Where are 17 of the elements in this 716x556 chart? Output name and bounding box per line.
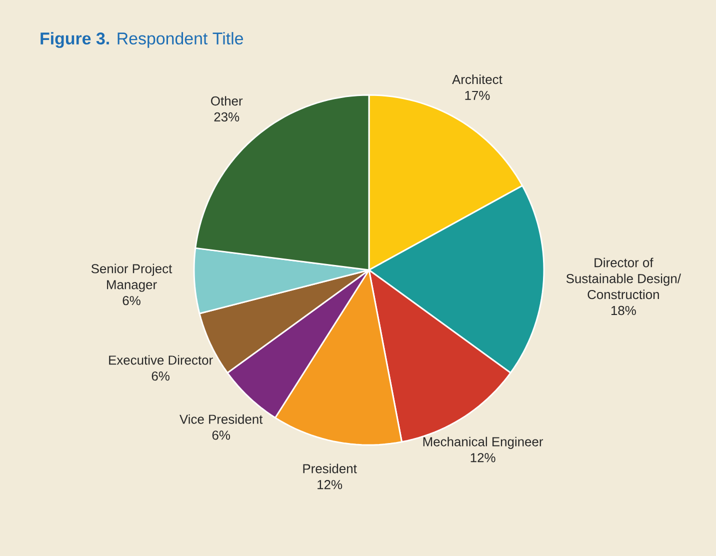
chart-title: Figure 3. Respondent Title (40, 32, 244, 48)
data-label: 12% (318, 480, 342, 490)
slice-label: Other (211, 96, 243, 106)
slice-label: Executive Director (109, 355, 213, 365)
slice-label: Director of Sustainable Design/ Construction (566, 258, 681, 300)
slice-label: President (303, 464, 357, 474)
slice-label: Mechanical Engineer (423, 436, 544, 449)
slice-label: Vice President (180, 414, 263, 424)
slice-label: Architect (452, 74, 502, 84)
data-label: 6% (152, 371, 170, 381)
data-label: 12% (470, 453, 496, 462)
data-label: 18% (611, 306, 636, 316)
data-label: 23% (214, 112, 240, 122)
data-label: 6% (122, 296, 140, 306)
slice-label: Senior Project Manager (91, 264, 172, 292)
data-label: 6% (212, 430, 230, 440)
data-label: 17% (465, 90, 490, 100)
